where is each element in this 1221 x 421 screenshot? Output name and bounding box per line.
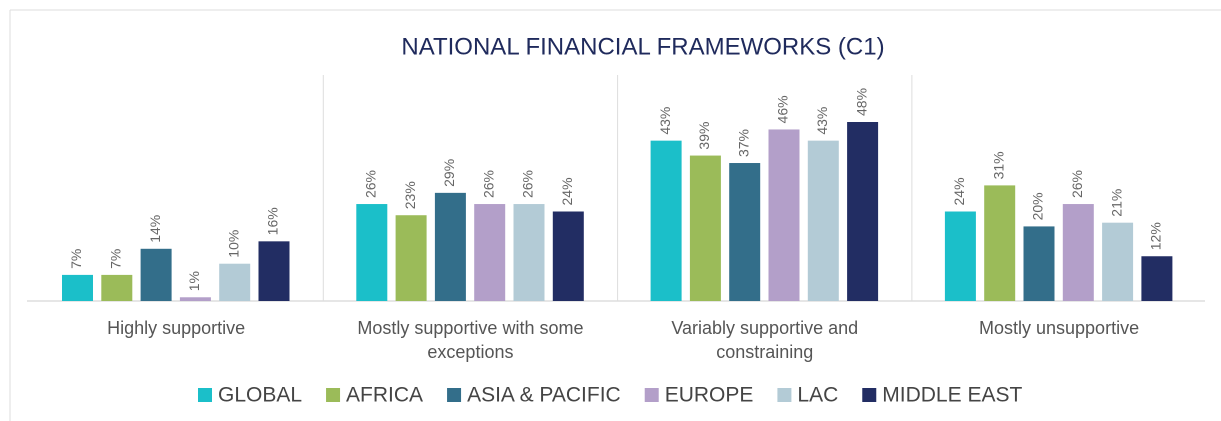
value-label: 46% <box>775 95 791 123</box>
bar <box>219 263 251 301</box>
bar <box>847 122 879 301</box>
legend-label: AFRICA <box>346 384 423 407</box>
bar <box>62 274 93 301</box>
bar <box>258 241 290 301</box>
value-label: 26% <box>520 170 536 198</box>
category-label: Mostly supportive with some exceptions <box>357 318 584 362</box>
bar <box>140 248 172 301</box>
value-label: 14% <box>147 215 163 243</box>
bar <box>729 163 761 301</box>
chart-title: NATIONAL FINANCIAL FRAMEWORKS (C1) <box>401 33 884 60</box>
legend-label: GLOBAL <box>218 384 302 407</box>
value-label: 39% <box>696 122 712 150</box>
bar <box>434 192 466 301</box>
bar <box>356 204 388 301</box>
category-label-box: Mostly unsupportive <box>979 318 1140 338</box>
category-label: Variably supportive and constraining <box>671 318 859 362</box>
value-label: 24% <box>559 177 575 205</box>
value-label: 43% <box>814 107 830 135</box>
legend-swatch <box>326 388 341 402</box>
legend-swatch <box>862 388 877 402</box>
value-label: 21% <box>1108 189 1124 217</box>
bar <box>513 204 545 301</box>
bar <box>1062 204 1094 301</box>
bar <box>1102 222 1134 301</box>
bar <box>474 204 506 301</box>
bar <box>807 140 839 301</box>
legend-label: ASIA & PACIFIC <box>467 384 621 407</box>
bar <box>552 211 584 301</box>
legend-swatch <box>198 388 212 402</box>
bar <box>944 211 976 301</box>
value-label: 16% <box>265 207 281 235</box>
bar <box>650 140 682 301</box>
legend-label: MIDDLE EAST <box>882 384 1022 407</box>
bar <box>689 155 721 301</box>
value-label: 24% <box>951 177 967 205</box>
value-label: 23% <box>402 181 418 209</box>
value-label: 20% <box>1030 192 1046 220</box>
legend-label: EUROPE <box>665 384 754 407</box>
bar <box>768 129 800 301</box>
value-label: 1% <box>186 271 202 291</box>
value-label: 10% <box>225 230 241 258</box>
legend-swatch <box>644 388 659 402</box>
value-label: 48% <box>853 88 869 116</box>
bar <box>101 274 133 301</box>
value-label: 43% <box>657 107 673 135</box>
legend-label: LAC <box>797 384 838 407</box>
legend-swatch <box>447 388 462 402</box>
category-label: Mostly unsupportive <box>979 318 1140 338</box>
value-label: 26% <box>1069 170 1085 198</box>
category-label-box: Variably supportive and constraining <box>671 318 859 362</box>
value-label: 7% <box>68 249 84 269</box>
value-label: 31% <box>990 151 1006 179</box>
legend-swatch <box>777 388 792 402</box>
value-label: 29% <box>441 159 457 187</box>
value-label: 12% <box>1148 222 1164 250</box>
bar <box>395 215 427 301</box>
value-label: 7% <box>108 249 124 269</box>
bar <box>179 297 211 301</box>
bar <box>1141 256 1173 301</box>
bar <box>984 185 1016 301</box>
category-label-box: Highly supportive <box>107 318 246 338</box>
value-label: 26% <box>363 170 379 198</box>
value-label: 26% <box>480 170 496 198</box>
category-label: Highly supportive <box>107 318 246 338</box>
value-label: 37% <box>735 129 751 157</box>
category-label-box: Mostly supportive with some exceptions <box>357 318 584 362</box>
bar <box>1023 226 1055 301</box>
